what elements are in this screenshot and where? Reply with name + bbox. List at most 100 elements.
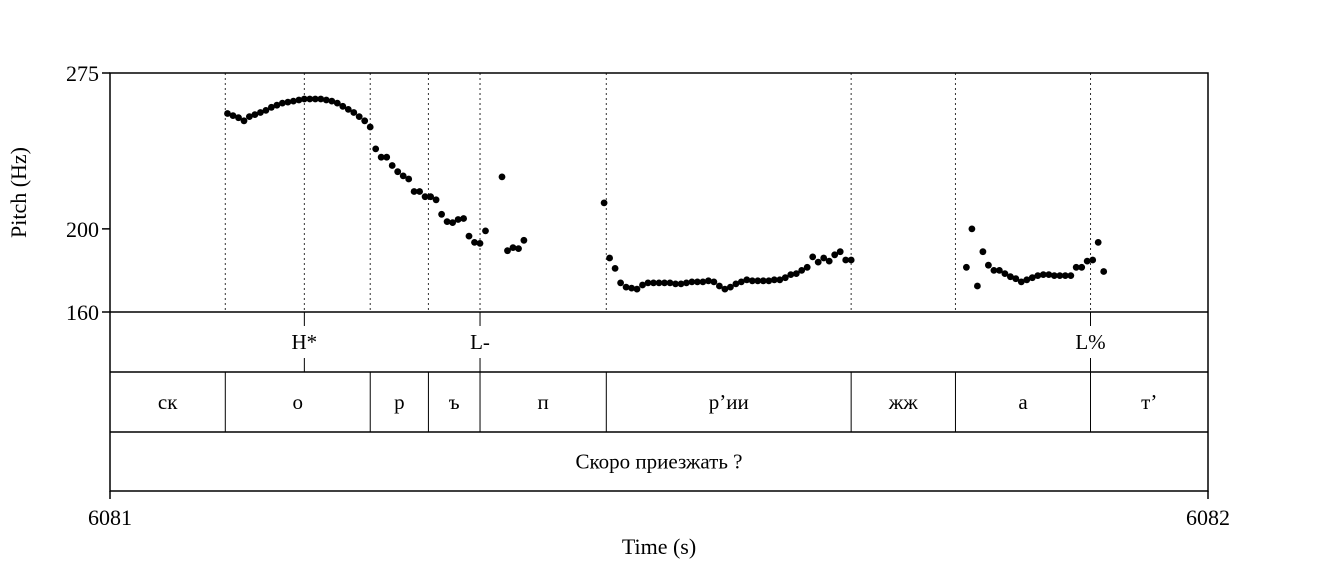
pitch-point-118 — [1067, 272, 1075, 279]
pitch-point-66 — [672, 280, 679, 288]
pitch-point-86 — [781, 274, 789, 282]
segment-label-8: т’ — [1141, 390, 1157, 414]
x-axis-title: Time (s) — [622, 534, 696, 559]
pitch-point-9 — [273, 101, 281, 109]
pitch-point-20 — [333, 99, 341, 107]
segment-label-1: о — [293, 390, 304, 414]
pitch-point-122 — [1089, 256, 1097, 264]
pitch-point-70 — [694, 278, 701, 286]
pitch-point-56 — [617, 279, 624, 287]
tiers-layer: H* L- L% ск о р ъ п р’ии жж а т’ Скоро приезжать ? — [158, 312, 1157, 474]
pitch-point-26 — [366, 123, 374, 131]
pitch-point-110 — [1023, 276, 1031, 284]
pitch-point-61 — [644, 279, 652, 287]
pitch-point-109 — [1017, 278, 1025, 286]
pitch-point-62 — [650, 279, 657, 287]
pitch-point-37 — [427, 193, 434, 201]
pitch-point-103 — [985, 261, 992, 269]
pitch-point-81 — [754, 277, 762, 285]
pitch-point-104 — [990, 267, 998, 274]
pitch-point-8 — [268, 103, 275, 111]
frame-layer — [102, 72, 1209, 499]
pitch-point-38 — [432, 196, 440, 204]
pitch-point-88 — [792, 270, 800, 277]
pitch-point-72 — [705, 277, 712, 285]
pitch-point-53 — [600, 199, 608, 207]
sentence-label: Скоро приезжать ? — [576, 450, 743, 474]
pitch-point-54 — [606, 254, 613, 262]
pitch-point-94 — [825, 257, 833, 265]
pitch-point-10 — [279, 99, 286, 107]
pitch-point-90 — [803, 263, 811, 271]
pitch-point-99 — [963, 263, 970, 271]
pitch-point-65 — [666, 279, 674, 287]
pitch-point-69 — [688, 278, 696, 286]
pitch-point-112 — [1034, 272, 1042, 279]
pitch-point-1 — [229, 112, 237, 119]
segment-label-6: жж — [888, 390, 919, 414]
pitch-point-46 — [476, 240, 484, 247]
segment-label-2: р — [394, 390, 405, 414]
pitch-point-12 — [290, 97, 297, 105]
pitch-point-124 — [1100, 268, 1108, 275]
pitch-point-117 — [1061, 272, 1069, 279]
pitch-point-120 — [1078, 263, 1086, 271]
pitch-point-34 — [410, 188, 418, 195]
pitch-point-74 — [716, 282, 723, 290]
pitch-point-16 — [311, 95, 319, 103]
pitch-point-4 — [246, 113, 253, 120]
pitch-point-33 — [405, 175, 413, 183]
pitch-point-87 — [787, 271, 795, 278]
pitch-point-101 — [974, 282, 981, 290]
pitch-point-93 — [820, 254, 828, 262]
pitch-point-11 — [284, 98, 292, 106]
pitch-point-51 — [515, 245, 522, 253]
pitch-point-116 — [1056, 272, 1064, 279]
pitch-point-105 — [996, 267, 1003, 274]
pitch-point-96 — [836, 248, 844, 256]
pitch-point-50 — [509, 244, 517, 252]
pitch-point-100 — [968, 225, 976, 233]
segment-label-4: п — [538, 390, 549, 414]
pitch-point-67 — [677, 280, 685, 288]
pitch-point-36 — [421, 193, 429, 201]
pitch-point-17 — [317, 95, 325, 103]
pitch-point-64 — [661, 279, 668, 287]
pitch-point-98 — [847, 256, 855, 264]
pitch-point-89 — [798, 267, 806, 274]
pitch-point-24 — [355, 113, 363, 120]
pitch-point-6 — [257, 109, 264, 116]
pitch-point-23 — [350, 109, 358, 116]
pitch-point-77 — [732, 280, 740, 288]
pitch-point-119 — [1072, 263, 1080, 271]
pitch-point-2 — [235, 114, 242, 122]
pitch-point-55 — [611, 265, 619, 272]
pitch-point-73 — [710, 278, 718, 286]
figure-frame — [109, 72, 1209, 492]
segment-label-3: ъ — [449, 390, 460, 414]
pitch-point-18 — [322, 96, 330, 104]
pitch-point-40 — [443, 218, 451, 226]
pitch-point-79 — [743, 276, 751, 284]
pitch-point-106 — [1001, 270, 1009, 277]
y-tick-label-160: 160 — [66, 300, 99, 325]
pitch-point-97 — [842, 256, 850, 264]
pitch-point-15 — [306, 95, 314, 103]
pitch-point-60 — [639, 281, 646, 289]
pitch-point-75 — [721, 285, 729, 293]
pitch-point-59 — [633, 285, 641, 293]
y-tick-label-200: 200 — [66, 217, 99, 242]
pitch-point-63 — [655, 279, 663, 287]
tone-label-1: L- — [470, 330, 490, 354]
tone-label-0: H* — [292, 330, 318, 354]
pitch-point-35 — [416, 188, 423, 195]
pitch-point-13 — [295, 96, 303, 104]
y-axis-title: Pitch (Hz) — [6, 147, 31, 238]
pitch-point-52 — [520, 236, 528, 244]
segment-label-5: р’ии — [709, 390, 749, 414]
pitch-point-80 — [748, 277, 756, 285]
pitch-point-82 — [759, 277, 767, 285]
pitch-point-108 — [1012, 275, 1020, 283]
